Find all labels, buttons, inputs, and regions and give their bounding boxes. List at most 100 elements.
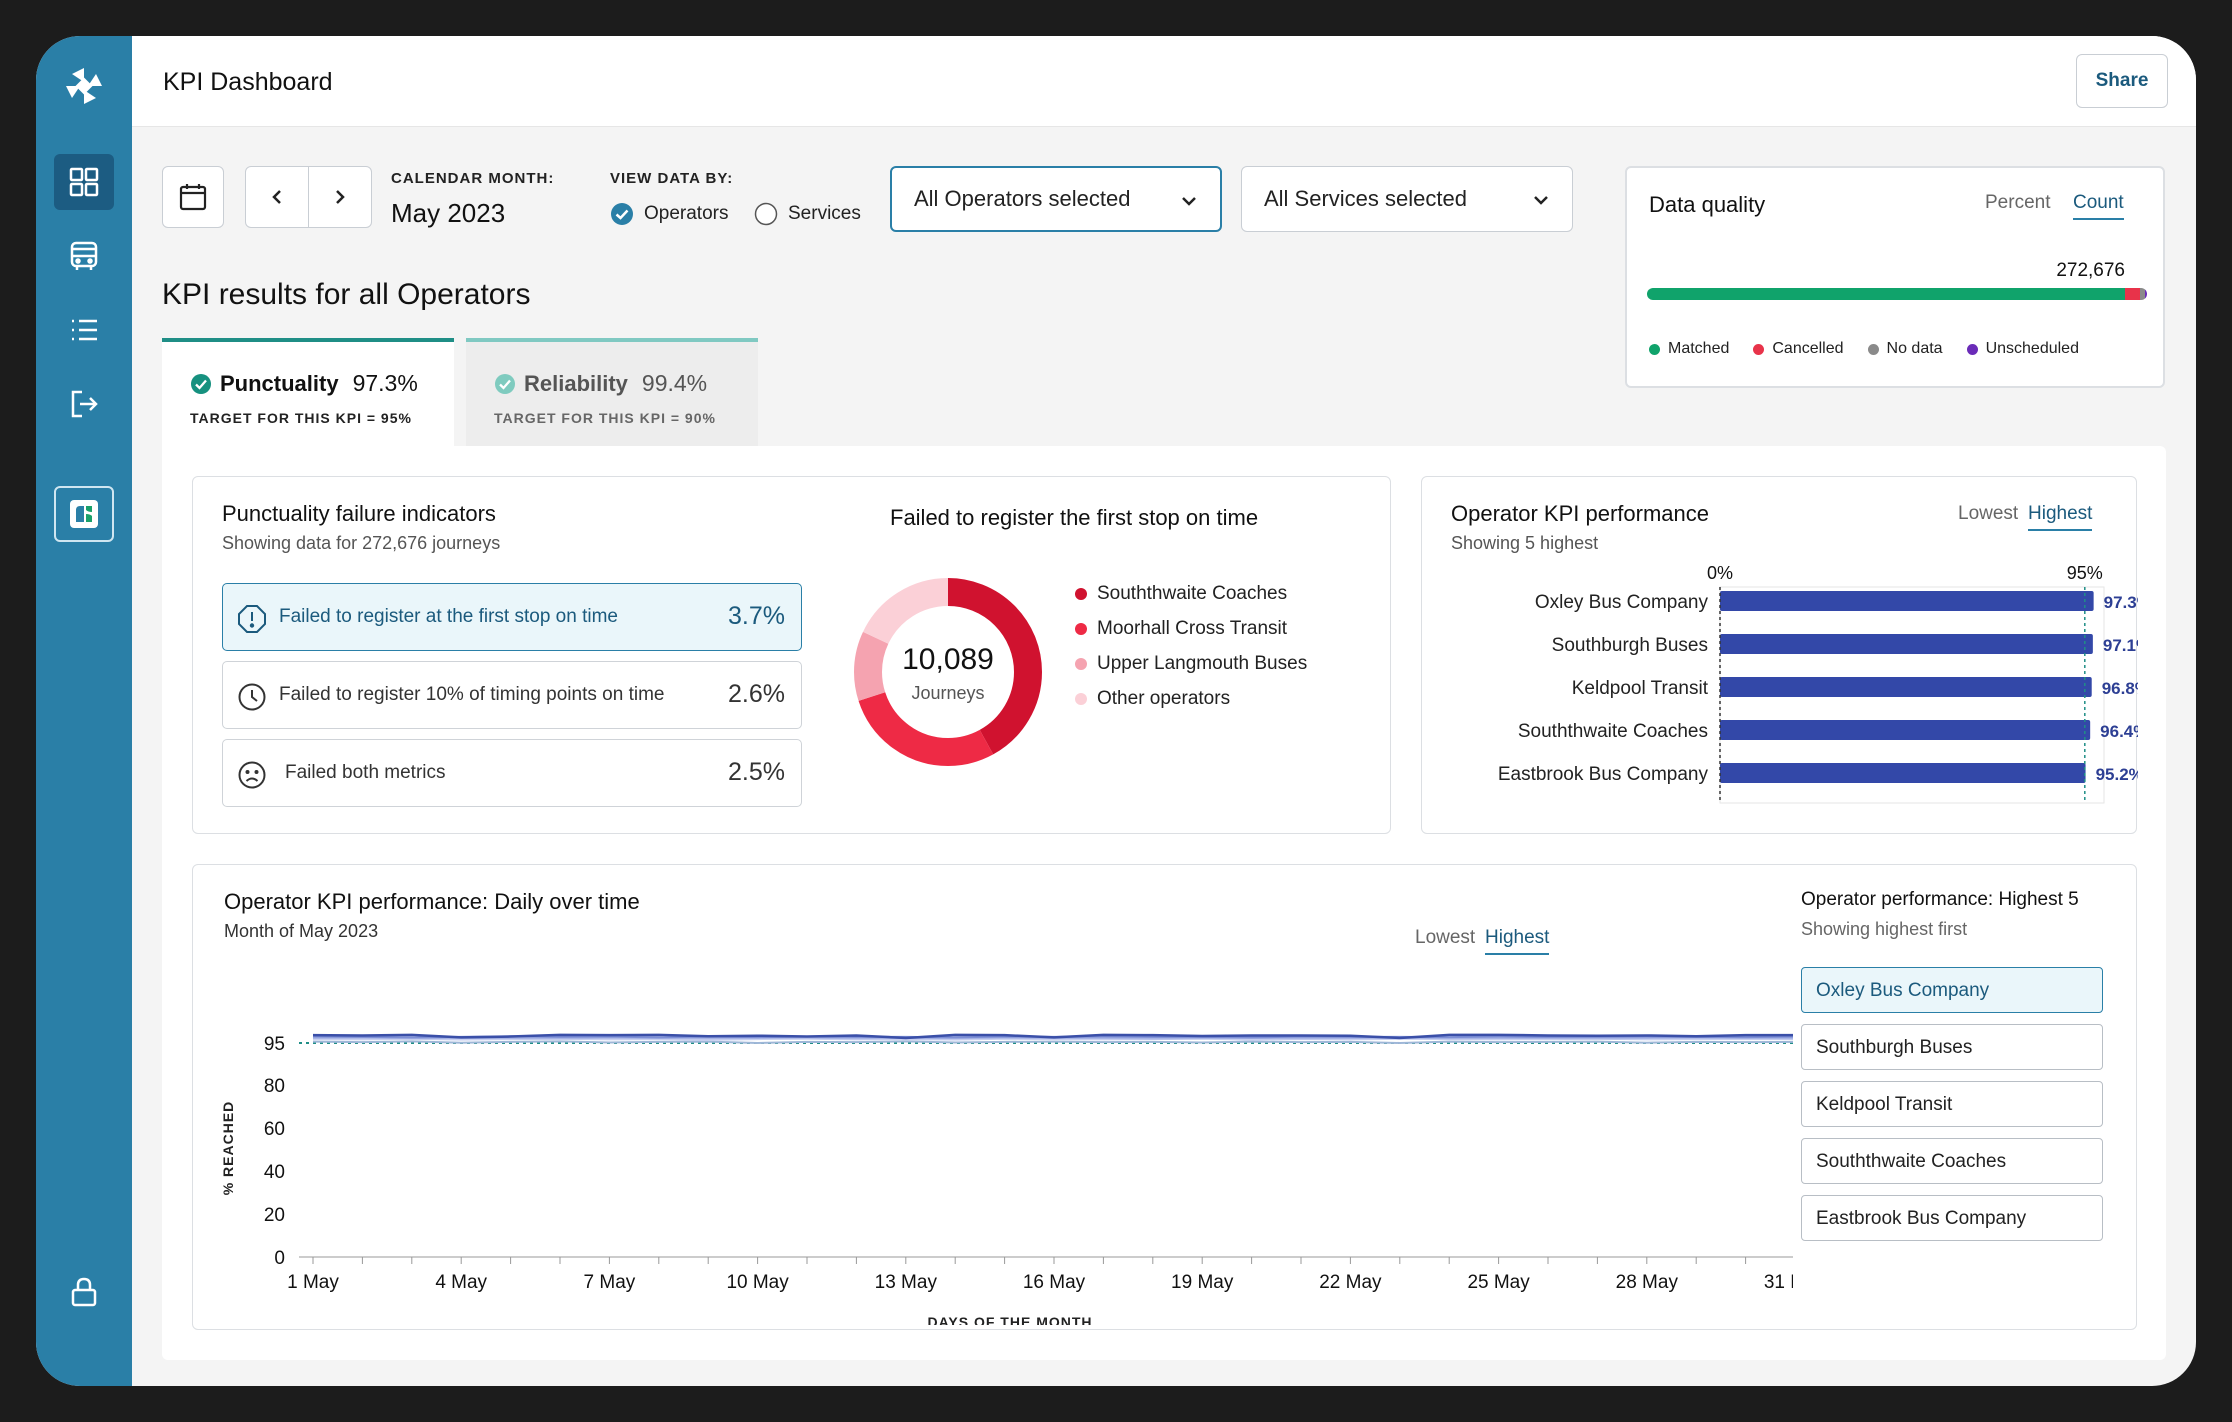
radio-operators-label: Operators <box>644 203 729 224</box>
data-quality-legend-item: Unscheduled <box>1966 340 2079 358</box>
operators-select-value: All Operators selected <box>914 186 1131 211</box>
share-button[interactable]: Share <box>2076 54 2168 108</box>
operator-button-eastbrook[interactable]: Eastbrook Bus Company <box>1801 1195 2103 1241</box>
sidebar-item-app[interactable] <box>54 486 114 542</box>
y-tick-label: 80 <box>264 1076 285 1097</box>
chevron-down-icon <box>1182 197 1196 206</box>
x-tick-label: 10 May <box>726 1272 789 1293</box>
bar <box>1720 763 2086 783</box>
data-quality-legend-item: No data <box>1867 340 1943 358</box>
bar-category-label: Keldpool Transit <box>1572 678 1709 699</box>
previous-month-button[interactable] <box>245 166 309 228</box>
services-select-value: All Services selected <box>1264 186 1467 211</box>
kpi-heading: KPI results for all Operators <box>162 278 531 311</box>
lock-icon <box>71 1277 97 1307</box>
data-quality-legend: Matched Cancelled No data Unscheduled <box>1649 340 2079 358</box>
radio-services-label: Services <box>788 203 861 224</box>
sidebar-item-dashboard[interactable] <box>54 154 114 210</box>
check-circle-icon <box>495 373 515 394</box>
legend-dot <box>1075 658 1087 670</box>
daily-line-chart: 95 80 60 40 20 0 % REACHED 1 May 4 May 7 May 10 Ma… <box>220 1033 1793 1325</box>
operator-button-oxley[interactable]: Oxley Bus Company <box>1801 967 2103 1013</box>
legend-label: No data <box>1886 340 1943 357</box>
data-quality-legend-item: Cancelled <box>1753 340 1844 358</box>
x-tick-label: 16 May <box>1023 1272 1086 1293</box>
donut-segment <box>854 578 1042 766</box>
legend-label: Souththwaite Coaches <box>1097 583 1288 604</box>
page-title: KPI Dashboard <box>163 68 333 96</box>
alert-octagon-icon <box>238 605 266 633</box>
x-tick-label: 31 May <box>1764 1272 1793 1293</box>
operator-perf-title: Operator KPI performance <box>1451 501 1710 526</box>
bar-value-label: 96.8% <box>2102 679 2138 698</box>
next-month-button[interactable] <box>308 166 372 228</box>
radio-services[interactable]: Services <box>754 202 861 226</box>
toggle-percent[interactable]: Percent <box>1985 192 2051 213</box>
app-window: KPI Dashboard Share CALENDAR MONTH: May … <box>36 36 2196 1386</box>
x-tick-label: 28 May <box>1616 1272 1679 1293</box>
bus-icon <box>70 241 98 270</box>
indicator-label: Failed both metrics <box>285 762 446 783</box>
legend-label: Unscheduled <box>1985 340 2079 357</box>
data-quality-segment <box>2124 288 2140 300</box>
sidebar <box>36 36 132 1386</box>
x-tick-label: 22 May <box>1319 1272 1382 1293</box>
calendar-icon <box>179 184 207 211</box>
operator-button-southburgh[interactable]: Southburgh Buses <box>1801 1024 2103 1070</box>
list-icon <box>72 319 97 341</box>
operator-bar-chart: 0% 95% Oxley Bus Company 97.3% Southburgh Bu… <box>1498 563 2138 804</box>
indicator-value: 2.5% <box>728 758 785 786</box>
clock-icon <box>238 683 266 711</box>
tab-reliability-value: 99.4% <box>641 370 708 396</box>
y-tick-label: 0 <box>274 1248 285 1269</box>
sidebar-item-lock[interactable] <box>54 1264 114 1320</box>
services-select[interactable]: All Services selected <box>1241 166 1573 232</box>
y-tick-label: 20 <box>264 1205 285 1226</box>
toggle-highest[interactable]: Highest <box>2028 503 2093 531</box>
indicator-value: 2.6% <box>728 680 785 708</box>
y-axis-title: % REACHED <box>220 1101 236 1196</box>
indicator-both-metrics[interactable]: Failed both metrics 2.5% <box>222 739 802 807</box>
brand-logo-icon <box>64 66 104 106</box>
bar-category-label: Eastbrook Bus Company <box>1498 764 1709 785</box>
operator-button-keldpool[interactable]: Keldpool Transit <box>1801 1081 2103 1127</box>
donut-legend-item: Souththwaite Coaches <box>1075 583 1287 605</box>
bar <box>1720 634 2093 654</box>
series-line <box>312 1040 1793 1045</box>
sidebar-item-list[interactable] <box>54 302 114 358</box>
tab-punctuality-target: TARGET FOR THIS KPI = 95% <box>190 410 412 426</box>
indicator-first-stop[interactable]: Failed to register at the first stop on … <box>222 583 802 651</box>
bar-category-label: Southburgh Buses <box>1552 635 1708 656</box>
tab-punctuality-label: Punctuality <box>220 370 339 396</box>
operator-button-souththwaite[interactable]: Souththwaite Coaches <box>1801 1138 2103 1184</box>
sidebar-item-services[interactable] <box>54 228 114 284</box>
legend-label: Other operators <box>1097 688 1231 709</box>
tab-punctuality[interactable]: Punctuality 97.3% TARGET FOR THIS KPI = … <box>162 338 454 446</box>
x-tick-label: 7 May <box>584 1272 636 1293</box>
data-quality-segment <box>1647 288 2125 300</box>
bar <box>1720 677 2092 697</box>
toggle-lowest[interactable]: Lowest <box>1958 503 2019 524</box>
indicator-timing-points[interactable]: Failed to register 10% of timing points … <box>222 661 802 729</box>
sidebar-item-logout[interactable] <box>54 376 114 432</box>
legend-dot <box>1649 343 1660 355</box>
daily-title: Operator KPI performance: Daily over tim… <box>224 889 640 914</box>
toggle-count[interactable]: Count <box>2073 192 2124 220</box>
tab-reliability-label: Reliability <box>524 370 628 396</box>
daily-performance-card: Operator KPI performance: Daily over tim… <box>192 864 2137 1330</box>
data-quality-segment <box>2139 288 2145 300</box>
x-tick-label: 25 May <box>1467 1272 1530 1293</box>
operator-perf-subtitle: Showing 5 highest <box>1451 533 1599 553</box>
daily-toggle-highest[interactable]: Highest <box>1485 927 1550 955</box>
radio-operators[interactable]: Operators <box>610 202 728 226</box>
calendar-button[interactable] <box>162 166 224 228</box>
data-quality-legend-item: Matched <box>1649 340 1729 358</box>
chevron-down-icon <box>1534 196 1548 205</box>
legend-dot <box>1966 343 1978 355</box>
x-tick-label: 1 May <box>287 1272 339 1293</box>
operators-select[interactable]: All Operators selected <box>890 166 1222 232</box>
tab-reliability[interactable]: Reliability 99.4% TARGET FOR THIS KPI = … <box>466 338 758 446</box>
daily-toggle-lowest[interactable]: Lowest <box>1415 927 1476 948</box>
failure-title: Punctuality failure indicators <box>222 501 496 526</box>
legend-dot <box>1867 343 1879 355</box>
